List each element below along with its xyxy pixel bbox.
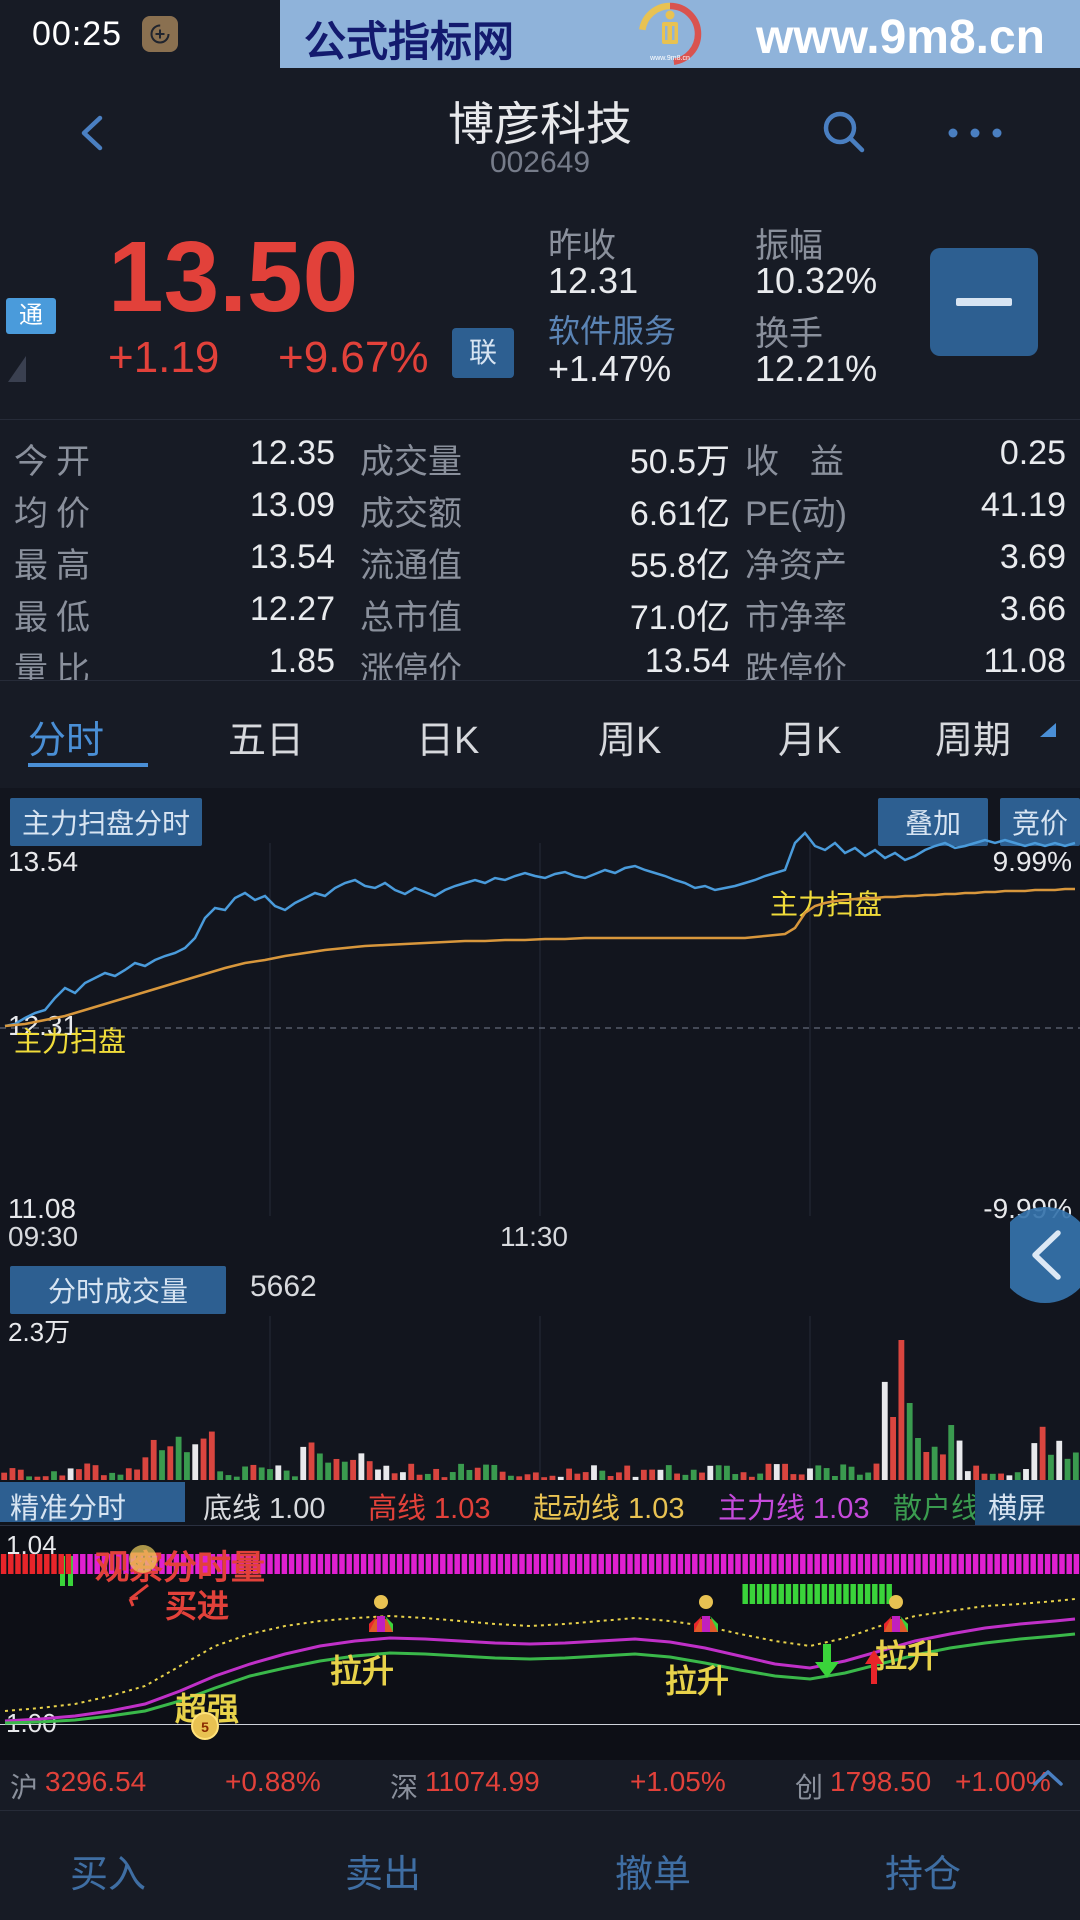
- svg-text:5: 5: [201, 1719, 209, 1735]
- svg-text:www.9m8.cn: www.9m8.cn: [649, 55, 690, 62]
